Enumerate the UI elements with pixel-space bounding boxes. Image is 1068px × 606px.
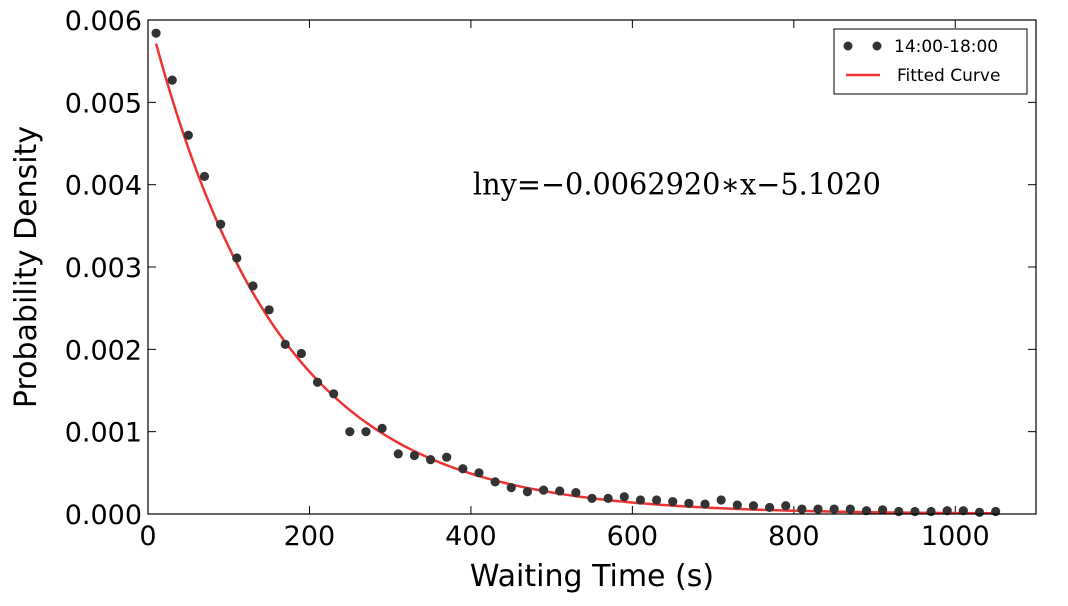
legend: 14:00-18:00 Fitted Curve [833, 28, 1028, 95]
scatter-point [991, 506, 1001, 517]
x-tick-label: 200 [284, 521, 336, 552]
x-tick-label: 800 [768, 521, 820, 552]
scatter-point [409, 450, 419, 461]
scatter-point [442, 452, 452, 462]
scatter-point [635, 495, 646, 505]
fit-equation-annotation: lny=−0.0062920∗x−5.1020 [473, 168, 881, 203]
y-tick-label: 0.004 [65, 171, 142, 202]
scatter-point [312, 377, 323, 387]
y-axis-label: Probability Density [9, 126, 44, 408]
scatter-points-layer [151, 28, 1001, 517]
scatter-point [216, 219, 226, 229]
scatter-point [425, 455, 436, 465]
scatter-point [506, 483, 516, 493]
y-tick-label: 0.006 [65, 6, 142, 37]
scatter-point [974, 507, 985, 517]
legend-box [833, 28, 1028, 95]
plot-frame [147, 19, 1037, 515]
scatter-point [829, 504, 839, 514]
scatter-point [651, 495, 662, 505]
scatter-point [765, 502, 775, 513]
scatter-point [538, 485, 549, 495]
scatter-point [861, 506, 872, 516]
scatter-point [522, 487, 533, 497]
scatter-point [377, 423, 387, 433]
y-tick-label: 0.000 [65, 500, 142, 531]
legend-marker-scatter [872, 41, 882, 51]
scatter-point [264, 305, 274, 315]
scatter-point [329, 389, 339, 399]
scatter-point [942, 506, 952, 516]
tick-labels: 0 200 400 600 800 1000 0.000 0.001 0.002 0.003 0.0… [65, 6, 990, 552]
scatter-point [555, 486, 565, 496]
legend-marker-scatter [843, 41, 853, 51]
scatter-point [393, 449, 403, 459]
x-tick-label: 600 [607, 521, 659, 552]
scatter-point [490, 477, 500, 487]
scatter-point [361, 427, 371, 437]
scatter-point [748, 501, 759, 511]
x-axis-label: Waiting Time (s) [470, 559, 714, 594]
scatter-point [878, 505, 888, 515]
scatter-point [684, 498, 694, 508]
scatter-point [167, 75, 177, 85]
legend-entry-scatter: 14:00-18:00 [894, 37, 998, 57]
scatter-point [474, 468, 484, 478]
scatter-point [700, 499, 710, 509]
scatter-point [183, 130, 193, 140]
scatter-point [926, 506, 936, 517]
scatter-point [797, 504, 807, 514]
y-tick-label: 0.002 [65, 335, 142, 366]
scatter-point [958, 506, 968, 516]
legend-entry-fitted-curve: Fitted Curve [897, 66, 1000, 86]
x-tick-label: 400 [445, 521, 497, 552]
scatter-point [894, 506, 904, 517]
scatter-point [910, 506, 920, 517]
scatter-point [571, 487, 581, 498]
scatter-point [232, 253, 242, 263]
scatter-point [199, 171, 210, 182]
scatter-point [813, 504, 823, 514]
scatter-point [603, 493, 613, 503]
scatter-point [345, 427, 355, 437]
scatter-point [781, 501, 791, 511]
scatter-point [587, 493, 597, 503]
y-tick-label: 0.001 [65, 418, 142, 449]
y-tick-label: 0.005 [65, 88, 142, 119]
scatter-point [845, 504, 855, 514]
scatter-point [716, 495, 726, 505]
scatter-point [668, 497, 678, 507]
scatter-point [151, 28, 161, 38]
scatter-point [280, 339, 290, 349]
scatter-point [619, 492, 629, 502]
scatter-point [458, 464, 468, 474]
y-tick-label: 0.003 [65, 253, 142, 284]
scatter-point [248, 281, 258, 291]
x-tick-label: 1000 [921, 521, 990, 552]
scatter-point [296, 348, 306, 359]
scatter-point [732, 500, 742, 510]
x-tick-label: 0 [139, 521, 156, 552]
